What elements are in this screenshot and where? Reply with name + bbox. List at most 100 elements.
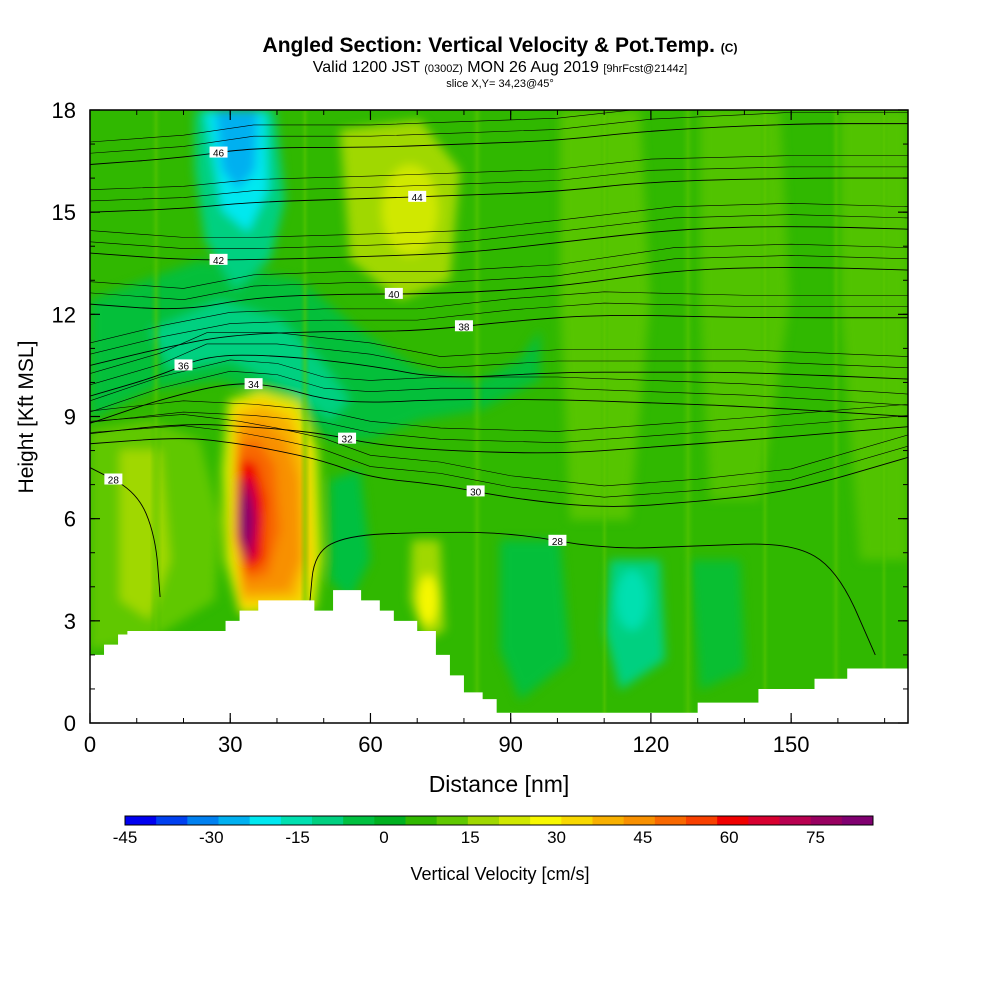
theta-contour xyxy=(90,467,161,598)
colorbar-swatch xyxy=(717,816,749,825)
theta-contour-minor xyxy=(90,255,908,300)
colorbar-swatch xyxy=(561,816,593,825)
theta-contour xyxy=(90,424,908,454)
colorbar-tick-label: -30 xyxy=(199,828,224,847)
y-tick-label: 6 xyxy=(64,507,76,532)
theta-contour-minor xyxy=(90,110,635,143)
colorbar-swatch xyxy=(499,816,531,825)
y-axis-label: Height [Kft MSL] xyxy=(15,341,38,494)
contour-label: 46 xyxy=(209,146,228,160)
x-tick-label: 120 xyxy=(633,732,670,757)
chart-title: Angled Section: Vertical Velocity & Pot.… xyxy=(262,34,738,57)
contour-label: 38 xyxy=(454,320,473,333)
contour-label-text: 32 xyxy=(342,435,354,446)
colorbar-swatch xyxy=(343,816,375,825)
theta-contour xyxy=(90,123,908,165)
theta-contour xyxy=(90,383,908,424)
theta-contour-minor xyxy=(90,425,908,498)
theta-contour-minor xyxy=(90,214,908,249)
colorbar-swatch xyxy=(374,816,406,825)
colorbar-swatch xyxy=(748,816,780,825)
contour-label-text: 38 xyxy=(458,322,470,333)
theta-contour-minor xyxy=(90,243,908,289)
colorbar-swatch xyxy=(280,816,313,825)
theta-contour xyxy=(309,531,876,656)
streak xyxy=(760,110,770,723)
x-tick-label: 90 xyxy=(498,732,522,757)
contour-label: 42 xyxy=(209,253,228,267)
colorbar-frame xyxy=(124,815,874,826)
x-tick-label: 150 xyxy=(773,732,810,757)
colorbar-swatch xyxy=(623,816,656,825)
colorbar-swatch xyxy=(249,816,282,825)
contour-label: 44 xyxy=(408,190,427,204)
pot-temp-contours xyxy=(90,110,908,656)
theta-contour-minor xyxy=(90,343,908,386)
contour-labels: 28 28 30 32 34 36 38 40 42 44 46 xyxy=(104,146,567,548)
theta-contour-minor xyxy=(90,370,908,413)
x-axis-label: Distance [nm] xyxy=(429,771,570,797)
theta-contour-minor xyxy=(90,359,908,402)
colorbar-tick-label: 0 xyxy=(379,828,388,847)
colorbar-label: Vertical Velocity [cm/s] xyxy=(410,864,589,884)
colorbar-swatch xyxy=(218,816,251,825)
y-tick-label: 3 xyxy=(64,609,76,634)
x-tick-label: 60 xyxy=(358,732,382,757)
colorbar-swatch xyxy=(467,816,500,825)
contour-label-text: 42 xyxy=(213,256,225,267)
colorbar-swatch xyxy=(125,816,157,825)
theta-contour-minor xyxy=(90,332,908,374)
colorbar-swatch xyxy=(405,816,438,825)
contour-label-text: 30 xyxy=(470,487,482,498)
contour-label-text: 36 xyxy=(178,361,190,372)
contour-label-text: 28 xyxy=(108,476,120,487)
streak xyxy=(600,110,609,723)
contour-label: 40 xyxy=(384,287,403,301)
contour-label: 28 xyxy=(548,534,567,548)
contour-label-text: 44 xyxy=(412,193,424,204)
streak xyxy=(680,110,696,723)
y-tick-label: 18 xyxy=(52,98,76,123)
streak xyxy=(830,110,842,723)
colorbar-swatch xyxy=(312,816,344,825)
colorbar-swatch xyxy=(810,816,843,825)
colorbar-swatch xyxy=(156,816,188,825)
colorbar-swatch xyxy=(841,816,874,825)
contour-label: 36 xyxy=(174,359,193,372)
theta-contour-minor xyxy=(90,302,908,355)
colorbar-tick-label: 60 xyxy=(720,828,739,847)
colorbar-tick-label: -15 xyxy=(285,828,310,847)
x-tick-label: 0 xyxy=(84,732,96,757)
x-tick-label: 30 xyxy=(218,732,242,757)
colorbar-tick-label: 15 xyxy=(461,828,480,847)
theta-contour-minor xyxy=(90,155,908,190)
contour-label: 30 xyxy=(466,485,485,498)
theta-contour xyxy=(90,438,908,507)
colorbar-swatch xyxy=(530,816,562,825)
contour-label-text: 40 xyxy=(388,290,400,301)
colorbar-tick-label: 45 xyxy=(633,828,652,847)
streak xyxy=(470,110,484,723)
theta-contour-minor xyxy=(90,203,908,238)
theta-contour xyxy=(90,267,908,310)
y-tick-label: 15 xyxy=(52,200,76,225)
colorbar-swatch xyxy=(592,816,625,825)
contour-label: 32 xyxy=(338,432,357,446)
terrain-mask xyxy=(90,590,908,723)
streak xyxy=(300,110,310,723)
contour-label-text: 28 xyxy=(552,537,564,548)
colorbar-tick-label: 75 xyxy=(806,828,825,847)
colorbar-swatch xyxy=(779,816,812,825)
theta-contour-minor xyxy=(90,166,908,202)
theta-contour-minor xyxy=(90,411,908,444)
terrain xyxy=(90,590,908,723)
y-tick-label: 12 xyxy=(52,302,76,327)
theta-contour xyxy=(90,177,908,213)
theta-contour xyxy=(90,315,908,366)
y-tick-label: 9 xyxy=(64,405,76,430)
contour-label: 28 xyxy=(104,473,123,487)
streak xyxy=(880,110,888,723)
vertical-velocity-stripes xyxy=(150,110,888,723)
